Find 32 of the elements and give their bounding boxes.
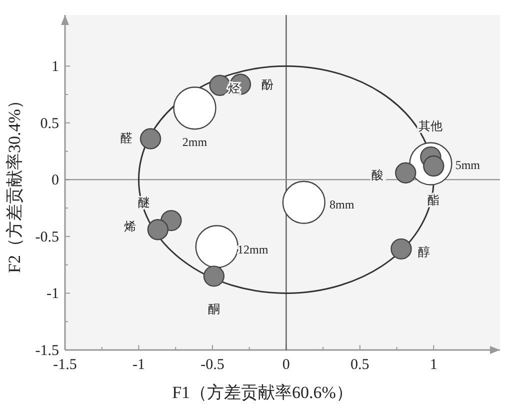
annotation: 12mm xyxy=(238,242,269,257)
y-tick-label: 1 xyxy=(52,59,59,76)
y-tick-label: -0.5 xyxy=(35,229,59,246)
y-tick-label: 0.5 xyxy=(40,116,59,132)
point xyxy=(173,86,216,130)
x-tick-label: 0 xyxy=(282,357,290,373)
y-tick-label: 0 xyxy=(52,172,59,189)
x-tick-label: 1 xyxy=(430,357,438,373)
annotation: 酮 xyxy=(208,302,220,316)
annotation: 醛 xyxy=(120,130,133,145)
point xyxy=(390,238,412,260)
y-tick-label: -1.5 xyxy=(35,343,59,359)
point xyxy=(140,128,162,150)
annotation: 5mm xyxy=(455,158,481,172)
x-tick-label: -1 xyxy=(132,357,145,373)
annotation: 烯 xyxy=(124,220,136,234)
x-tick-label: -0.5 xyxy=(200,357,224,373)
x-tick-label: 0.5 xyxy=(350,357,370,373)
point xyxy=(195,225,238,268)
annotation: 酚 xyxy=(261,77,274,92)
annotation: 2mm xyxy=(182,135,208,150)
annotation: 酸 xyxy=(372,168,384,182)
point xyxy=(282,180,326,224)
point xyxy=(147,219,168,240)
y-tick-label: -1 xyxy=(46,286,59,302)
point xyxy=(395,162,416,184)
annotation: 醇 xyxy=(418,244,430,259)
annotation: 其他 xyxy=(418,118,443,133)
annotation: 8mm xyxy=(330,197,355,212)
point xyxy=(203,266,225,287)
y-axis-title: F2（方差贡献率30.4%） xyxy=(5,92,24,273)
x-axis-title: F1（方差贡献率60.6%） xyxy=(172,383,353,402)
